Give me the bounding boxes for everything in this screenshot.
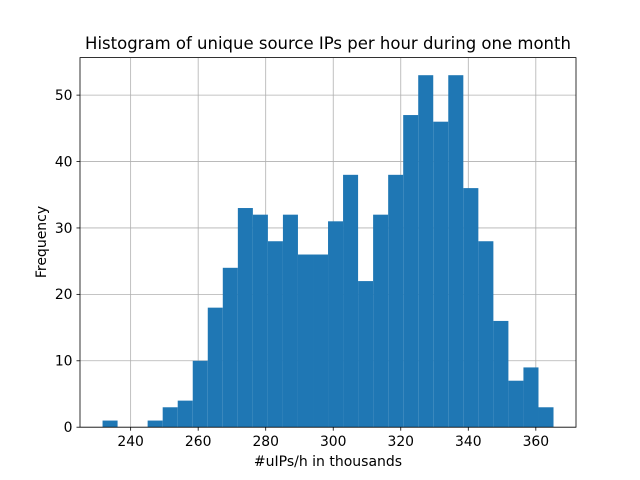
x-axis-label: #uIPs/h in thousands (253, 454, 403, 470)
x-tick-label: 260 (185, 434, 212, 450)
x-tick-label: 360 (523, 434, 550, 450)
histogram-bar (463, 188, 479, 428)
histogram-bar (493, 320, 509, 428)
chart-title: Histogram of unique source IPs per hour … (85, 34, 571, 53)
y-tick-label: 20 (55, 287, 73, 303)
histogram-bar (328, 221, 344, 428)
histogram-bar (403, 115, 419, 428)
histogram-bar (538, 407, 554, 428)
y-tick-label: 30 (55, 221, 73, 237)
histogram-bar (282, 214, 298, 428)
y-axis-label: Frequency (34, 205, 50, 279)
histogram-bar (102, 420, 118, 428)
histogram-bar (418, 75, 434, 428)
histogram-bar (162, 407, 178, 428)
histogram-bar (267, 241, 283, 428)
histogram-bar (222, 267, 238, 428)
histogram-bar (237, 208, 253, 428)
x-tick-label: 280 (252, 434, 279, 450)
histogram-bar (373, 214, 389, 428)
x-tick-label: 320 (388, 434, 415, 450)
y-tick-label: 40 (55, 154, 73, 170)
axes-box (79, 57, 577, 428)
histogram-bar (177, 400, 193, 428)
histogram-bar (448, 75, 464, 428)
histogram-bar (478, 241, 494, 428)
histogram-bar (313, 254, 329, 428)
x-tick-label: 240 (117, 434, 144, 450)
histogram-bar (388, 174, 404, 428)
histogram-bar (192, 360, 208, 428)
y-tick-label: 10 (55, 354, 73, 370)
y-tick-label: 0 (64, 420, 73, 436)
y-tick-label: 50 (55, 88, 73, 104)
x-tick-label: 300 (320, 434, 347, 450)
x-tick-label: 340 (455, 434, 482, 450)
histogram-bar (207, 307, 223, 428)
histogram-bar (433, 121, 449, 428)
histogram-bar (523, 367, 539, 428)
histogram-bar (297, 254, 314, 428)
histogram-bar (358, 281, 374, 428)
histogram-bar (343, 174, 359, 428)
histogram-bar (508, 380, 524, 428)
histogram-bar (147, 420, 163, 428)
histogram-bar (252, 214, 268, 428)
